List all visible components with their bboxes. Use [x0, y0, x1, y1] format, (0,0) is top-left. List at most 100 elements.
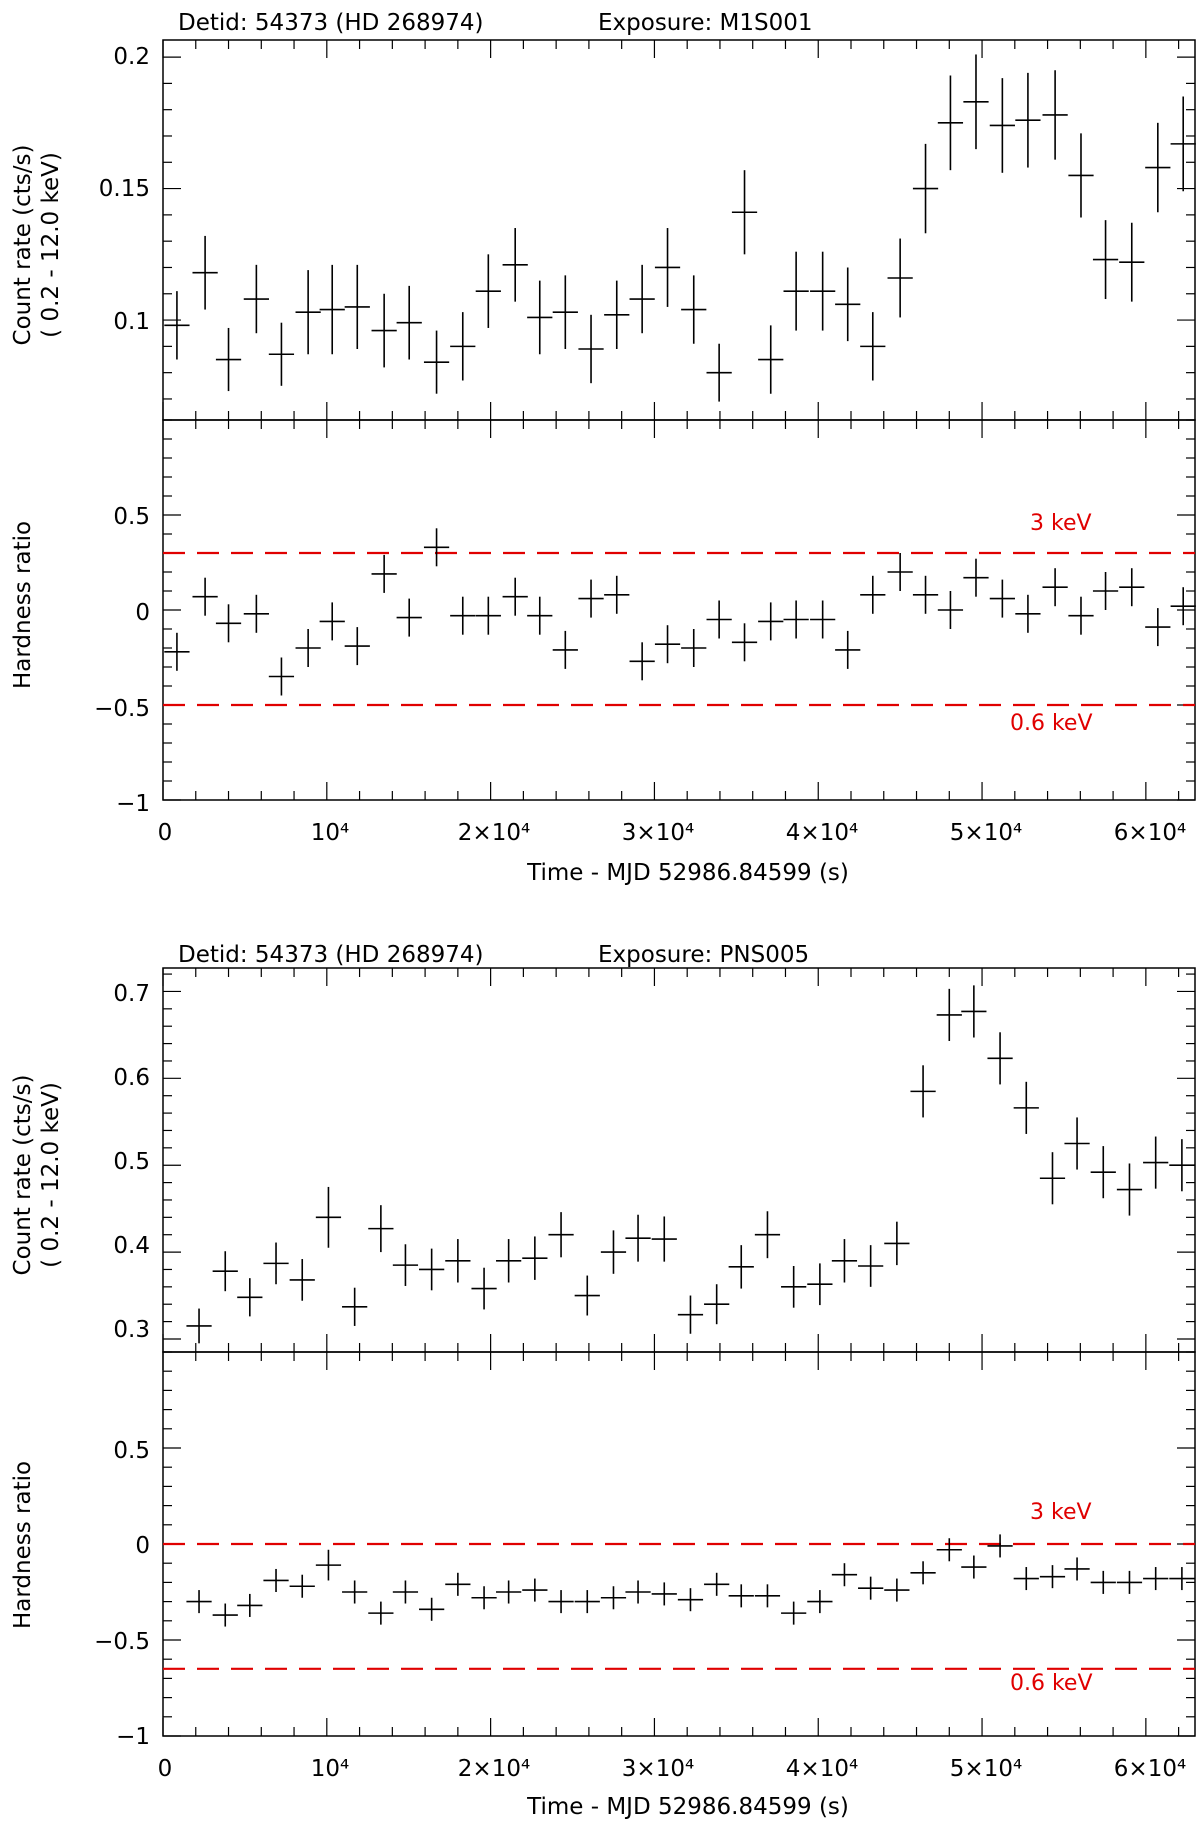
- data-point: [681, 629, 707, 667]
- data-point: [884, 1578, 910, 1602]
- data-point: [548, 1212, 574, 1258]
- data-point: [192, 577, 218, 616]
- data-point: [419, 1248, 445, 1291]
- data-point: [604, 575, 630, 614]
- hardness-ylabel: Hardness ratio: [10, 521, 36, 689]
- x-tick-labels: 0 10⁴ 2×10⁴ 3×10⁴ 4×10⁴ 5×10⁴ 6×10⁴: [158, 820, 1187, 846]
- data-point: [371, 293, 397, 368]
- data-point: [1042, 70, 1068, 160]
- data-point: [319, 602, 345, 641]
- data-point: [937, 75, 964, 171]
- data-point: [1015, 72, 1041, 168]
- data-point: [522, 1578, 548, 1602]
- data-point: [629, 642, 655, 681]
- ref-label-3kev: 3 keV: [1030, 1500, 1092, 1525]
- data-point: [887, 238, 913, 318]
- data-point: [368, 1205, 394, 1253]
- data-point: [295, 629, 321, 667]
- x-tick-label: 2×10⁴: [458, 820, 530, 846]
- data-point: [884, 1221, 910, 1266]
- data-point: [268, 657, 295, 696]
- data-point: [419, 1597, 445, 1621]
- count-rate-plot-pns005: [162, 967, 1196, 1353]
- y-tick-label: 0.1: [113, 309, 150, 335]
- data-point: [578, 579, 604, 618]
- data-point: [651, 1216, 677, 1262]
- data-point: [450, 312, 476, 381]
- count-rate-ylabel: Count rate (cts/s): [10, 1075, 36, 1276]
- data-point: [704, 1284, 730, 1325]
- data-point: [578, 314, 604, 384]
- y-tick-label: −1: [116, 1724, 150, 1750]
- hardness-ylabel: Hardness ratio: [10, 1461, 36, 1629]
- data-point: [781, 1601, 807, 1625]
- data-point: [496, 1580, 522, 1604]
- data-point: [502, 577, 528, 616]
- y-tick-label: 0.4: [113, 1233, 150, 1259]
- data-point: [319, 264, 345, 355]
- x-tick-label: 4×10⁴: [786, 820, 858, 846]
- y-tick-label: 0.2: [113, 44, 150, 70]
- data-point: [552, 630, 578, 669]
- data-point: [1013, 1567, 1039, 1591]
- data-point: [936, 1538, 962, 1562]
- data-point: [445, 1239, 471, 1283]
- data-point: [496, 1239, 522, 1283]
- x-tick-label: 4×10⁴: [786, 1756, 858, 1782]
- panel-m1s001: Detid: 54373 (HD 268974) Exposure: M1S00…: [10, 10, 1196, 886]
- count-rate-ylabel-band: ( 0.2 - 12.0 keV): [38, 1082, 64, 1268]
- data-point: [1064, 1117, 1090, 1170]
- data-point: [342, 1580, 368, 1604]
- data-point: [1169, 1139, 1195, 1192]
- data-point: [677, 1588, 704, 1612]
- data-point: [289, 1574, 315, 1598]
- data-point: [963, 54, 989, 150]
- data-point: [527, 280, 553, 355]
- hardness-ytick-labels: −1 −0.5 0 0.5: [94, 504, 150, 817]
- hardness-plot-pns005: [162, 1351, 1196, 1737]
- data-point: [1116, 1163, 1143, 1216]
- data-point: [961, 985, 987, 1038]
- data-point: [677, 1295, 704, 1334]
- data-point: [295, 270, 321, 355]
- data-point: [706, 600, 732, 639]
- y-tick-label: 0.5: [113, 504, 150, 530]
- plot-frame: [162, 967, 1196, 1353]
- data-point: [860, 575, 886, 614]
- y-tick-label: −0.5: [94, 696, 150, 722]
- data-point: [731, 170, 758, 255]
- x-tick-label: 0: [158, 1756, 173, 1782]
- data-point: [1090, 1146, 1116, 1199]
- x-tick-label: 5×10⁴: [950, 820, 1022, 846]
- data-point: [758, 602, 784, 641]
- panel-title-detid: Detid: 54373 (HD 268974): [178, 942, 483, 968]
- data-point: [1039, 1565, 1066, 1589]
- x-tick-label: 10⁴: [311, 1756, 350, 1782]
- x-tick-label: 6×10⁴: [1114, 820, 1186, 846]
- data-point: [243, 594, 269, 633]
- data-point: [1042, 568, 1068, 607]
- data-point: [1068, 133, 1094, 218]
- x-tick-labels: 0 10⁴ 2×10⁴ 3×10⁴ 4×10⁴ 5×10⁴ 6×10⁴: [158, 1756, 1187, 1782]
- data-point: [392, 1580, 419, 1604]
- plot-frame: [162, 39, 1196, 421]
- data-point: [835, 630, 861, 669]
- data-point: [604, 280, 630, 349]
- data-point: [371, 554, 397, 593]
- data-point: [1170, 96, 1196, 192]
- count-rate-ytick-labels: 0.1 0.15 0.2: [99, 44, 150, 335]
- data-point: [912, 143, 939, 234]
- data-point: [858, 1245, 884, 1287]
- data-point: [1119, 222, 1145, 302]
- data-point: [574, 1590, 600, 1614]
- data-point: [961, 1555, 987, 1579]
- data-point: [445, 1572, 471, 1596]
- data-point: [783, 600, 809, 639]
- data-point: [600, 1230, 627, 1274]
- data-point: [807, 1263, 833, 1306]
- data-point: [831, 1239, 858, 1283]
- y-tick-label: 0.7: [113, 981, 150, 1007]
- data-point: [344, 264, 370, 349]
- x-tick-label: 6×10⁴: [1114, 1756, 1186, 1782]
- data-point: [629, 264, 655, 334]
